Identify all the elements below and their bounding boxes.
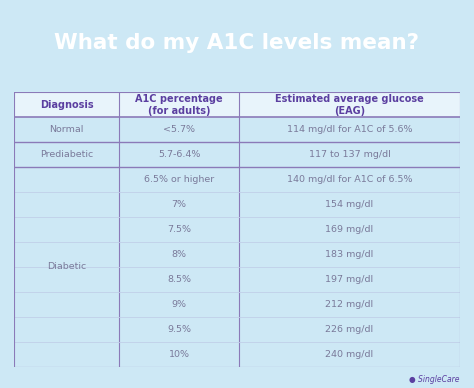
Text: 7.5%: 7.5%	[167, 225, 191, 234]
Bar	[14, 92, 460, 117]
Text: ● SingleCare: ● SingleCare	[409, 375, 460, 384]
Text: 212 mg/dl: 212 mg/dl	[326, 300, 374, 309]
Text: Diagnosis: Diagnosis	[40, 100, 93, 110]
Text: 197 mg/dl: 197 mg/dl	[326, 275, 374, 284]
Text: 8.5%: 8.5%	[167, 275, 191, 284]
Text: A1C percentage
(for adults): A1C percentage (for adults)	[135, 94, 223, 116]
Text: 240 mg/dl: 240 mg/dl	[326, 350, 374, 359]
Text: 7%: 7%	[172, 200, 187, 209]
Text: Estimated average glucose
(EAG): Estimated average glucose (EAG)	[275, 94, 424, 116]
Text: 9%: 9%	[172, 300, 187, 309]
Text: 5.7-6.4%: 5.7-6.4%	[158, 150, 200, 159]
Text: 6.5% or higher: 6.5% or higher	[144, 175, 214, 184]
Text: 226 mg/dl: 226 mg/dl	[326, 325, 374, 334]
Text: Diabetic: Diabetic	[47, 262, 86, 272]
Text: What do my A1C levels mean?: What do my A1C levels mean?	[55, 33, 419, 53]
Text: 9.5%: 9.5%	[167, 325, 191, 334]
Text: 8%: 8%	[172, 250, 187, 259]
Text: Prediabetic: Prediabetic	[40, 150, 93, 159]
Text: 154 mg/dl: 154 mg/dl	[326, 200, 374, 209]
Text: 183 mg/dl: 183 mg/dl	[325, 250, 374, 259]
Text: 169 mg/dl: 169 mg/dl	[326, 225, 374, 234]
Text: Normal: Normal	[49, 125, 84, 134]
Text: 140 mg/dl for A1C of 6.5%: 140 mg/dl for A1C of 6.5%	[287, 175, 412, 184]
Text: 10%: 10%	[169, 350, 190, 359]
Text: <5.7%: <5.7%	[163, 125, 195, 134]
Text: 114 mg/dl for A1C of 5.6%: 114 mg/dl for A1C of 5.6%	[287, 125, 412, 134]
Text: 117 to 137 mg/dl: 117 to 137 mg/dl	[309, 150, 391, 159]
